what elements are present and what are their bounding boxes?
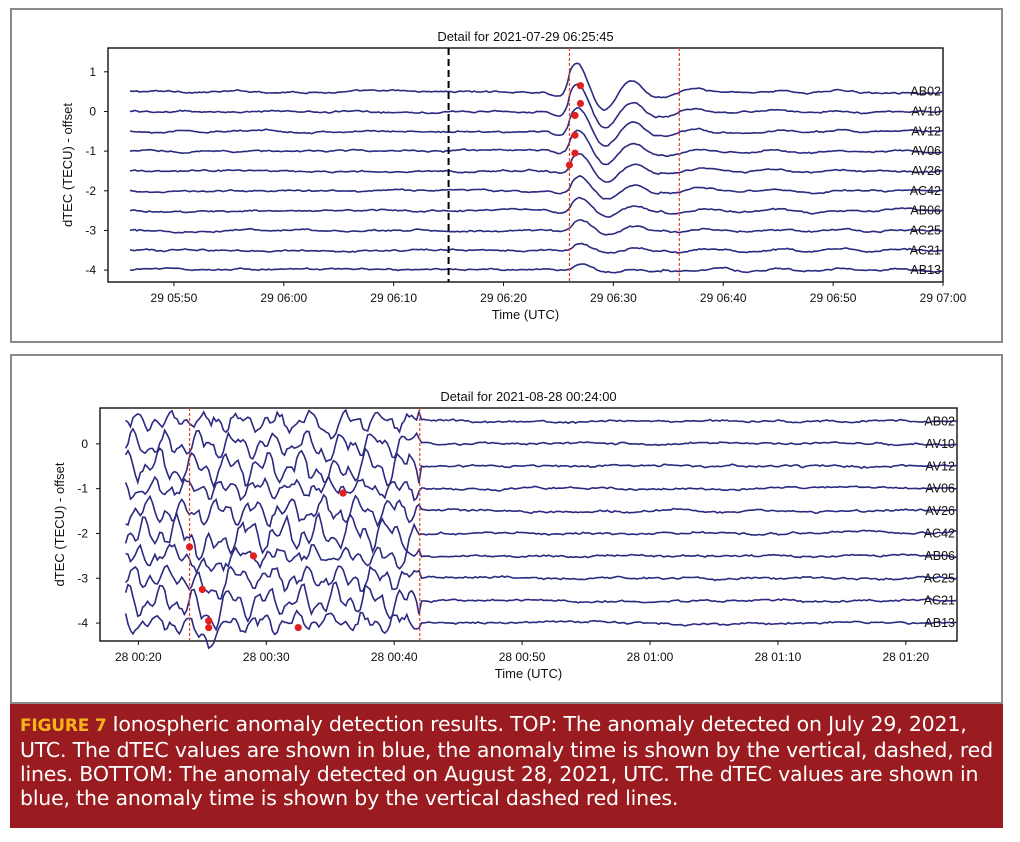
- series-line-av06: [124, 474, 958, 502]
- bottom-chart: Detail for 2021-08-28 00:24:00 28 00:20 28…: [52, 389, 958, 681]
- x-tick-label: 28 00:40: [371, 650, 418, 664]
- x-tick-label: 29 06:20: [480, 291, 527, 305]
- chart-title: Detail for 2021-08-28 00:24:00: [440, 389, 616, 404]
- y-tick-label: -1: [85, 144, 96, 158]
- plot-frame: [107, 47, 944, 283]
- y-axis-label: dTEC (TECU) - offset: [52, 462, 67, 586]
- x-tick-label: 29 06:00: [260, 291, 307, 305]
- anomaly-point: [294, 623, 302, 632]
- series-line-av12: [129, 106, 944, 147]
- figure-caption: FIGURE 7 Ionospheric anomaly detection re…: [10, 704, 1003, 828]
- series-label: AC25: [910, 223, 941, 237]
- series-label: AV10: [911, 104, 941, 118]
- series-label: AV06: [911, 144, 941, 158]
- y-tick-label: 0: [89, 104, 96, 118]
- series-line-ac42: [124, 511, 958, 561]
- series-line-av12: [124, 447, 958, 489]
- series-line-av10: [129, 83, 944, 129]
- x-tick-label: 28 01:00: [627, 650, 674, 664]
- anomaly-point: [576, 82, 585, 90]
- x-axis-label: Time (UTC): [492, 307, 559, 322]
- series-label: AV26: [925, 504, 955, 518]
- x-tick-label: 29 07:00: [920, 291, 967, 305]
- series-line-ac25: [129, 219, 944, 236]
- anomaly-point: [571, 131, 579, 139]
- anomaly-point: [565, 161, 574, 169]
- x-tick-label: 28 01:10: [755, 650, 802, 664]
- anomaly-point: [571, 149, 579, 157]
- series-line-ac21: [124, 581, 958, 632]
- top-chart: Detail for 2021-07-29 06:25:45 29 05:50 29…: [60, 29, 967, 322]
- series-label: AB13: [924, 616, 955, 630]
- anomaly-point: [205, 623, 213, 632]
- series-label: AC42: [924, 526, 955, 540]
- y-axis-label: dTEC (TECU) - offset: [60, 103, 75, 227]
- series-label: AB06: [910, 204, 941, 218]
- y-tick-label: -2: [85, 184, 96, 198]
- series-line-av26: [125, 493, 957, 528]
- y-tick-label: 0: [81, 437, 88, 451]
- series-line-ab06: [125, 543, 958, 575]
- x-tick-label: 28 01:20: [882, 650, 929, 664]
- series-line-ab02: [125, 408, 958, 440]
- series-line-ab13: [129, 263, 944, 274]
- series-label: AV26: [911, 164, 941, 178]
- series-line-av26: [129, 153, 944, 183]
- x-tick-label: 29 06:10: [370, 291, 417, 305]
- series-label: AC21: [924, 594, 955, 608]
- series-line-ab13: [124, 609, 958, 650]
- anomaly-point: [339, 489, 347, 497]
- series-line-ab06: [129, 196, 944, 218]
- y-tick-label: -1: [77, 482, 88, 496]
- plot-frame: [99, 407, 958, 642]
- x-tick-label: 29 06:40: [700, 291, 747, 305]
- series-label: AB13: [910, 263, 941, 277]
- series-label: AC42: [910, 184, 941, 198]
- series-label: AV12: [925, 459, 955, 473]
- figure-caption-text: Ionospheric anomaly detection results. T…: [20, 712, 993, 810]
- anomaly-point: [576, 99, 585, 108]
- series-label: AV12: [911, 124, 941, 138]
- bottom-chart-panel: Detail for 2021-08-28 00:24:00 28 00:20 28…: [10, 354, 1003, 704]
- anomaly-point: [185, 543, 194, 551]
- y-tick-label: -3: [85, 223, 96, 237]
- x-tick-label: 29 06:50: [810, 291, 857, 305]
- series-line-ab02: [129, 62, 944, 111]
- series-line-ac25: [125, 564, 958, 600]
- y-tick-label: -2: [77, 526, 88, 540]
- anomaly-point: [198, 585, 206, 594]
- x-tick-label: 28 00:20: [115, 650, 162, 664]
- x-tick-label: 28 00:30: [243, 650, 290, 664]
- anomaly-point: [571, 111, 579, 120]
- x-tick-label: 28 00:50: [499, 650, 546, 664]
- series-line-ac21: [129, 242, 944, 254]
- y-tick-label: 1: [89, 65, 96, 79]
- chart-title: Detail for 2021-07-29 06:25:45: [437, 29, 613, 44]
- series-label: AC25: [924, 571, 955, 585]
- x-axis-label: Time (UTC): [495, 666, 562, 681]
- top-chart-panel: Detail for 2021-07-29 06:25:45 29 05:50 29…: [10, 8, 1003, 343]
- series-line-av10: [124, 427, 958, 463]
- series-label: AV10: [925, 437, 955, 451]
- series-label: AB06: [924, 549, 955, 563]
- series-label: AB02: [924, 414, 955, 428]
- anomaly-point: [205, 617, 213, 625]
- series-label: AB02: [910, 85, 941, 99]
- series-line-ac42: [129, 175, 943, 200]
- x-tick-label: 29 06:30: [590, 291, 637, 305]
- anomaly-point: [249, 552, 258, 560]
- y-tick-label: -4: [77, 616, 88, 630]
- figure-label: FIGURE 7: [20, 716, 107, 736]
- x-tick-label: 29 05:50: [151, 291, 198, 305]
- series-label: AV06: [925, 482, 955, 496]
- series-line-av06: [129, 129, 944, 166]
- y-tick-label: -3: [77, 571, 88, 585]
- y-tick-label: -4: [85, 263, 96, 277]
- series-label: AC21: [910, 243, 941, 257]
